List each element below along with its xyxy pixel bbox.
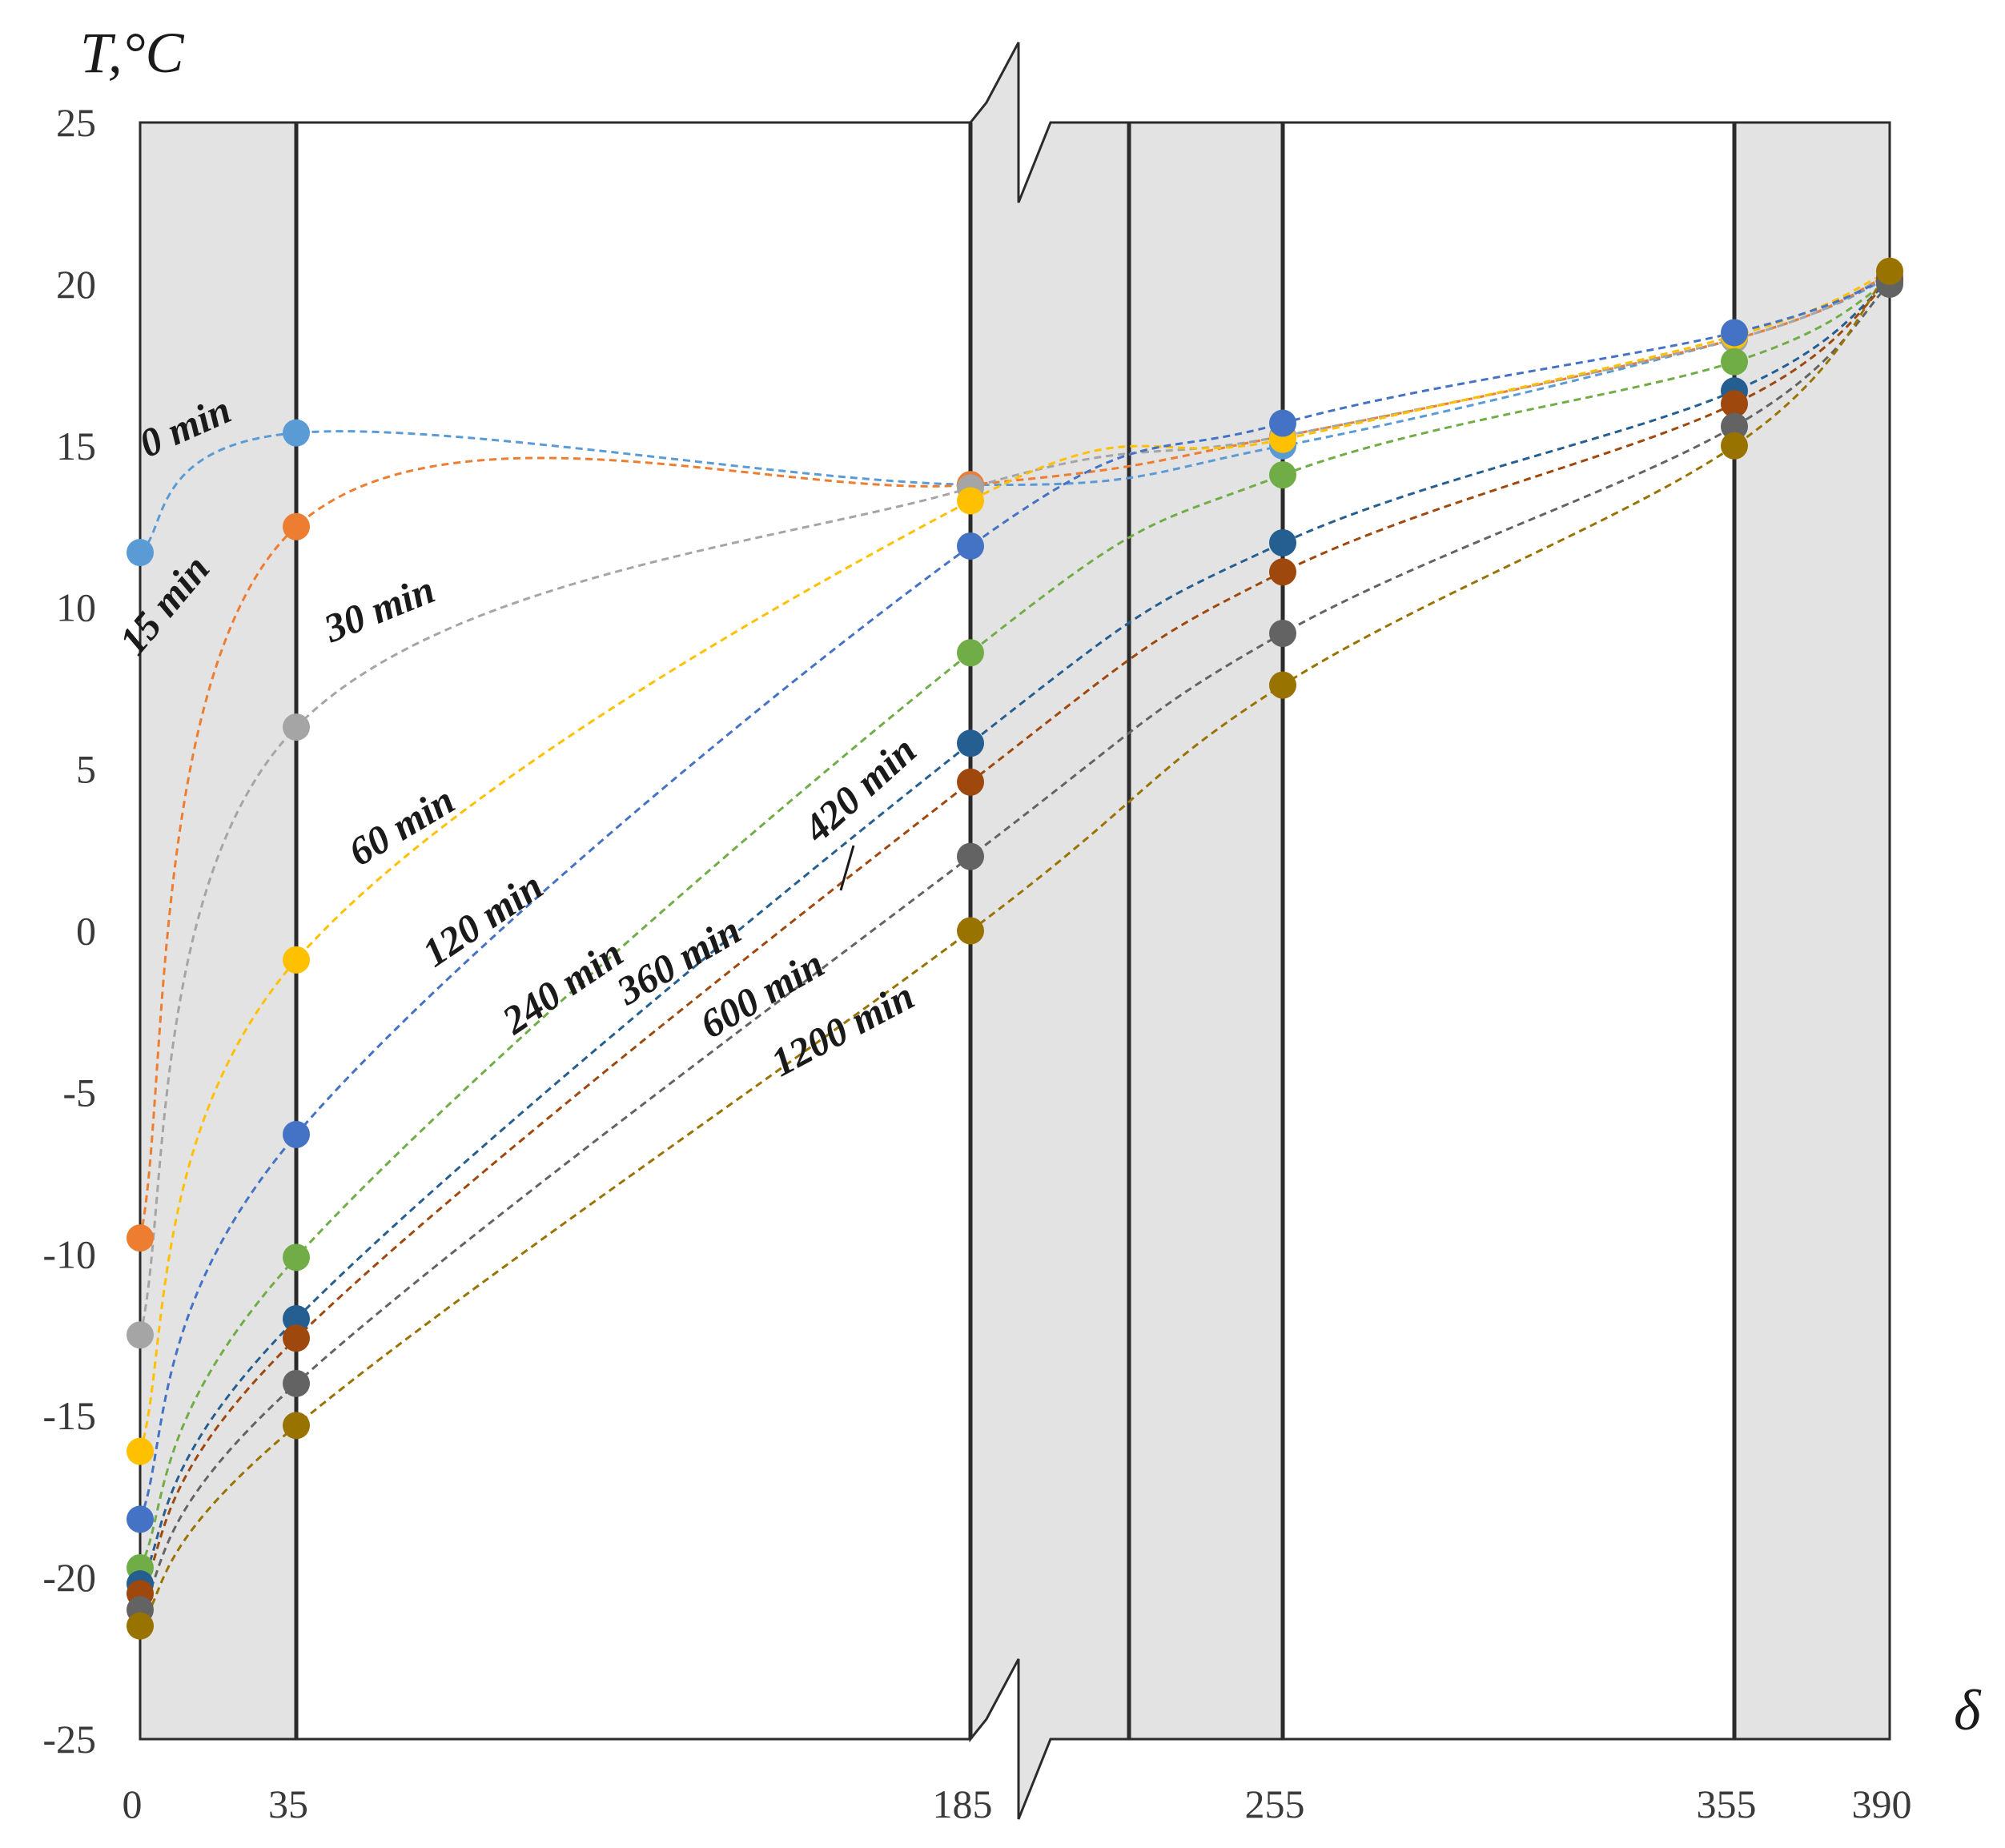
y-tick-label: 10 xyxy=(56,585,96,630)
left-panel-frame xyxy=(139,121,970,1741)
series-line-120-min xyxy=(139,276,1890,1520)
leader-line-420-min xyxy=(839,845,855,891)
series-line-360-min xyxy=(139,279,1890,1585)
x-tick-label: 185 xyxy=(933,1782,993,1826)
point-1200-min-x35 xyxy=(283,1412,310,1440)
x-tick-label: 355 xyxy=(1697,1782,1757,1826)
curve-label-30-min: 30 min xyxy=(317,566,441,651)
point-420-min-x35 xyxy=(283,1324,310,1352)
point-240-min-x255 xyxy=(1269,461,1296,489)
y-tick-label: -25 xyxy=(42,1717,96,1762)
point-15-min-x35 xyxy=(283,512,310,540)
x-tick-label: 35 xyxy=(268,1782,308,1826)
point-600-min-x355 xyxy=(1721,412,1748,440)
shaded-layer-185-255 xyxy=(1129,123,1283,1739)
point-120-min-x355 xyxy=(1721,319,1748,347)
x-tick-label: 390 xyxy=(1852,1782,1912,1826)
y-tick-label: -5 xyxy=(62,1070,96,1115)
point-240-min-x35 xyxy=(283,1243,310,1272)
x-axis-title: δ xyxy=(1954,1678,1982,1742)
x-tick-label: 0 xyxy=(123,1782,143,1826)
point-600-min-x185 xyxy=(957,842,984,870)
point-120-min-x185 xyxy=(957,532,984,560)
point-30-min-x35 xyxy=(283,713,310,741)
y-tick-label: 25 xyxy=(56,100,96,145)
y-tick-label: -15 xyxy=(42,1393,96,1438)
point-60-min-x185 xyxy=(957,487,984,515)
point-360-min-x185 xyxy=(957,729,984,757)
point-240-min-x355 xyxy=(1721,348,1748,376)
series-line-240-min xyxy=(139,279,1890,1569)
x-tick-label: 255 xyxy=(1245,1782,1305,1826)
point-0-min-x0 xyxy=(127,539,154,567)
point-420-min-x255 xyxy=(1269,558,1296,586)
point-60-min-x35 xyxy=(283,946,310,974)
point-240-min-x185 xyxy=(957,639,984,667)
point-420-min-x355 xyxy=(1721,390,1748,418)
point-1200-min-x0 xyxy=(127,1612,154,1640)
point-1200-min-x255 xyxy=(1269,671,1296,699)
axis-break-region xyxy=(969,42,1131,1820)
y-tick-label: 5 xyxy=(76,747,96,792)
point-600-min-x255 xyxy=(1269,620,1296,648)
curve-label-240-min: 240 min xyxy=(493,930,630,1043)
series-line-420-min xyxy=(139,279,1890,1595)
shaded-layer-355-390 xyxy=(1734,123,1890,1739)
shaded-layer-0-35 xyxy=(140,123,296,1739)
point-120-min-x0 xyxy=(127,1505,154,1533)
point-420-min-x185 xyxy=(957,768,984,796)
curve-label-120-min: 120 min xyxy=(414,863,551,975)
y-axis-title: T,°C xyxy=(80,21,184,85)
y-tick-label: 15 xyxy=(56,424,96,468)
y-tick-label: 0 xyxy=(76,909,96,954)
point-60-min-x0 xyxy=(127,1437,154,1465)
point-15-min-x0 xyxy=(127,1224,154,1252)
point-600-min-x35 xyxy=(283,1369,310,1397)
point-1200-min-x390 xyxy=(1876,257,1903,285)
y-tick-label: -10 xyxy=(42,1231,96,1276)
y-tick-label: 20 xyxy=(56,262,96,307)
point-0-min-x35 xyxy=(283,419,310,447)
y-tick-label: -20 xyxy=(42,1555,96,1600)
point-30-min-x0 xyxy=(127,1321,154,1349)
point-360-min-x255 xyxy=(1269,528,1296,556)
point-1200-min-x185 xyxy=(957,917,984,945)
curve-label-60-min: 60 min xyxy=(340,777,461,875)
point-360-min-x35 xyxy=(283,1305,310,1333)
point-120-min-x255 xyxy=(1269,409,1296,437)
point-1200-min-x355 xyxy=(1721,432,1748,460)
point-120-min-x35 xyxy=(283,1120,310,1148)
series-line-60-min xyxy=(139,270,1890,1452)
